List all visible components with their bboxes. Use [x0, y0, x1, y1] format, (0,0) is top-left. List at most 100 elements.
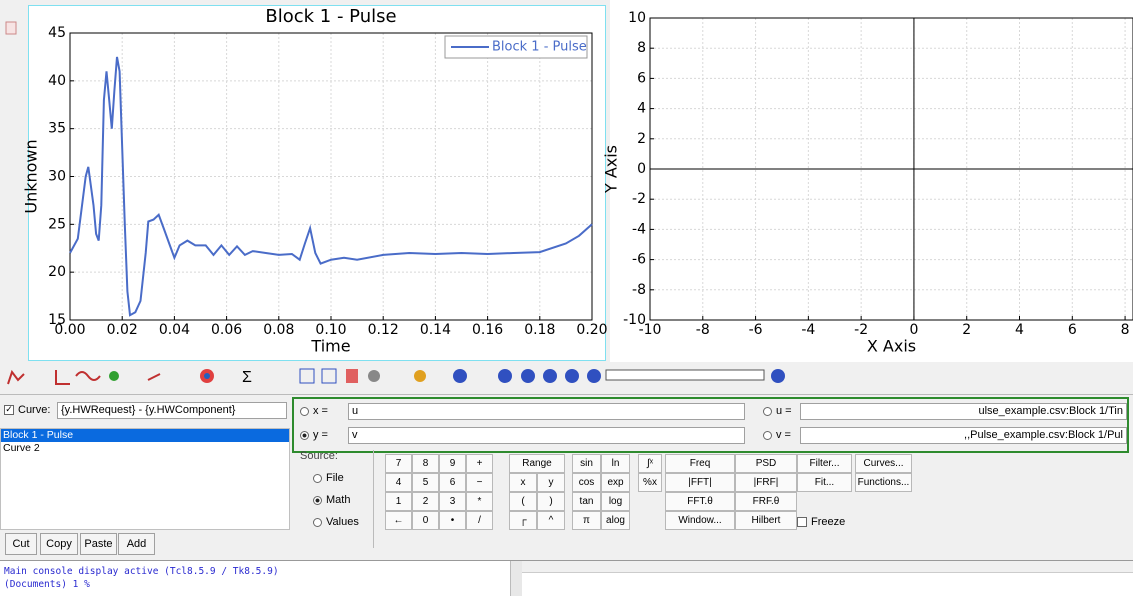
- key[interactable]: FRF.θ: [735, 492, 797, 511]
- icon[interactable]: [368, 370, 380, 382]
- key[interactable]: Curves...: [855, 454, 912, 473]
- key[interactable]: •: [439, 511, 466, 530]
- key[interactable]: 0: [412, 511, 439, 530]
- y-tick-label: -8: [632, 282, 646, 298]
- key[interactable]: exp: [601, 473, 630, 492]
- radio[interactable]: [313, 517, 322, 527]
- radio[interactable]: [313, 495, 322, 505]
- key[interactable]: π: [572, 511, 601, 530]
- icon[interactable]: [299, 368, 315, 384]
- icon[interactable]: [346, 369, 358, 383]
- key[interactable]: ^: [537, 511, 565, 530]
- key[interactable]: 1: [385, 492, 412, 511]
- x-tick-label: 0.02: [107, 322, 138, 338]
- icon[interactable]: [75, 371, 101, 381]
- key[interactable]: Window...: [665, 511, 735, 530]
- key[interactable]: *: [466, 492, 493, 511]
- key[interactable]: |FFT|: [665, 473, 735, 492]
- key[interactable]: FFT.θ: [665, 492, 735, 511]
- key[interactable]: −: [466, 473, 493, 492]
- key[interactable]: 3: [439, 492, 466, 511]
- key[interactable]: 7: [385, 454, 412, 473]
- icon[interactable]: [543, 369, 557, 383]
- x-input[interactable]: u: [348, 403, 745, 420]
- button[interactable]: Copy: [40, 533, 78, 555]
- y-input[interactable]: v: [348, 427, 745, 444]
- icon[interactable]: [204, 373, 210, 379]
- key[interactable]: 4: [385, 473, 412, 492]
- key[interactable]: tan: [572, 492, 601, 511]
- key[interactable]: 9: [439, 454, 466, 473]
- icon[interactable]: [498, 369, 512, 383]
- curve-expression[interactable]: {y.HWRequest} - {y.HWComponent}: [57, 402, 287, 419]
- u-input[interactable]: ulse_example.csv:Block 1/Tin: [800, 403, 1127, 420]
- expression-box: [292, 397, 1129, 453]
- v-radio[interactable]: v =: [763, 429, 791, 441]
- y-tick-label: 40: [48, 73, 66, 89]
- source-option[interactable]: File: [313, 472, 344, 484]
- key[interactable]: ┌: [509, 511, 537, 530]
- curve-item[interactable]: Curve 2: [3, 442, 40, 454]
- v-input[interactable]: ,,Pulse_example.csv:Block 1/Pul: [800, 427, 1127, 444]
- key[interactable]: 5: [412, 473, 439, 492]
- source-option[interactable]: Math: [313, 494, 350, 506]
- key[interactable]: Range: [509, 454, 565, 473]
- button[interactable]: Add: [118, 533, 155, 555]
- key[interactable]: y: [537, 473, 565, 492]
- key[interactable]: ln: [601, 454, 630, 473]
- key[interactable]: ): [537, 492, 565, 511]
- icon[interactable]: [109, 371, 119, 381]
- key[interactable]: /: [466, 511, 493, 530]
- scrollbar[interactable]: [510, 561, 522, 596]
- key[interactable]: Fit...: [797, 473, 852, 492]
- key[interactable]: alog: [601, 511, 630, 530]
- key[interactable]: log: [601, 492, 630, 511]
- button[interactable]: Paste: [80, 533, 117, 555]
- button[interactable]: Cut: [5, 533, 37, 555]
- key[interactable]: sin: [572, 454, 601, 473]
- radio[interactable]: [313, 473, 322, 483]
- icon[interactable]: [55, 370, 70, 385]
- y-radio[interactable]: y =: [300, 429, 328, 441]
- source-option[interactable]: Values: [313, 516, 359, 528]
- key[interactable]: ←: [385, 511, 412, 530]
- key[interactable]: 6: [439, 473, 466, 492]
- key[interactable]: |FRF|: [735, 473, 797, 492]
- freeze-toggle[interactable]: Freeze: [797, 516, 845, 528]
- curve-toggle[interactable]: ✓ Curve:: [4, 404, 51, 416]
- key[interactable]: 8: [412, 454, 439, 473]
- curve-item[interactable]: Block 1 - Pulse: [1, 429, 289, 442]
- key[interactable]: ∫ˣ: [638, 454, 662, 473]
- source-label: Values: [326, 516, 359, 528]
- key[interactable]: cos: [572, 473, 601, 492]
- y-tick-label: 20: [48, 264, 66, 280]
- slider[interactable]: [605, 369, 765, 381]
- key[interactable]: (: [509, 492, 537, 511]
- icon[interactable]: Σ: [242, 369, 252, 386]
- key[interactable]: x: [509, 473, 537, 492]
- x-radio[interactable]: x =: [300, 405, 328, 417]
- icon[interactable]: [521, 369, 535, 383]
- icon[interactable]: [771, 369, 785, 383]
- u-radio[interactable]: u =: [763, 405, 792, 417]
- icon[interactable]: [7, 369, 25, 385]
- icon[interactable]: [414, 370, 426, 382]
- key[interactable]: PSD: [735, 454, 797, 473]
- icon[interactable]: [321, 368, 337, 384]
- icon[interactable]: [565, 369, 579, 383]
- key[interactable]: Functions...: [855, 473, 912, 492]
- divider: [0, 560, 1133, 561]
- key[interactable]: %x: [638, 473, 662, 492]
- icon[interactable]: [587, 369, 601, 383]
- command-input[interactable]: [522, 572, 1133, 596]
- x-axis-label: X Axis: [867, 337, 916, 356]
- key[interactable]: Freq: [665, 454, 735, 473]
- page-icon[interactable]: [5, 21, 17, 35]
- icon[interactable]: [453, 369, 467, 383]
- key[interactable]: 2: [412, 492, 439, 511]
- key[interactable]: Hilbert: [735, 511, 797, 530]
- key[interactable]: +: [466, 454, 493, 473]
- key[interactable]: Filter...: [797, 454, 852, 473]
- icon[interactable]: [147, 373, 161, 381]
